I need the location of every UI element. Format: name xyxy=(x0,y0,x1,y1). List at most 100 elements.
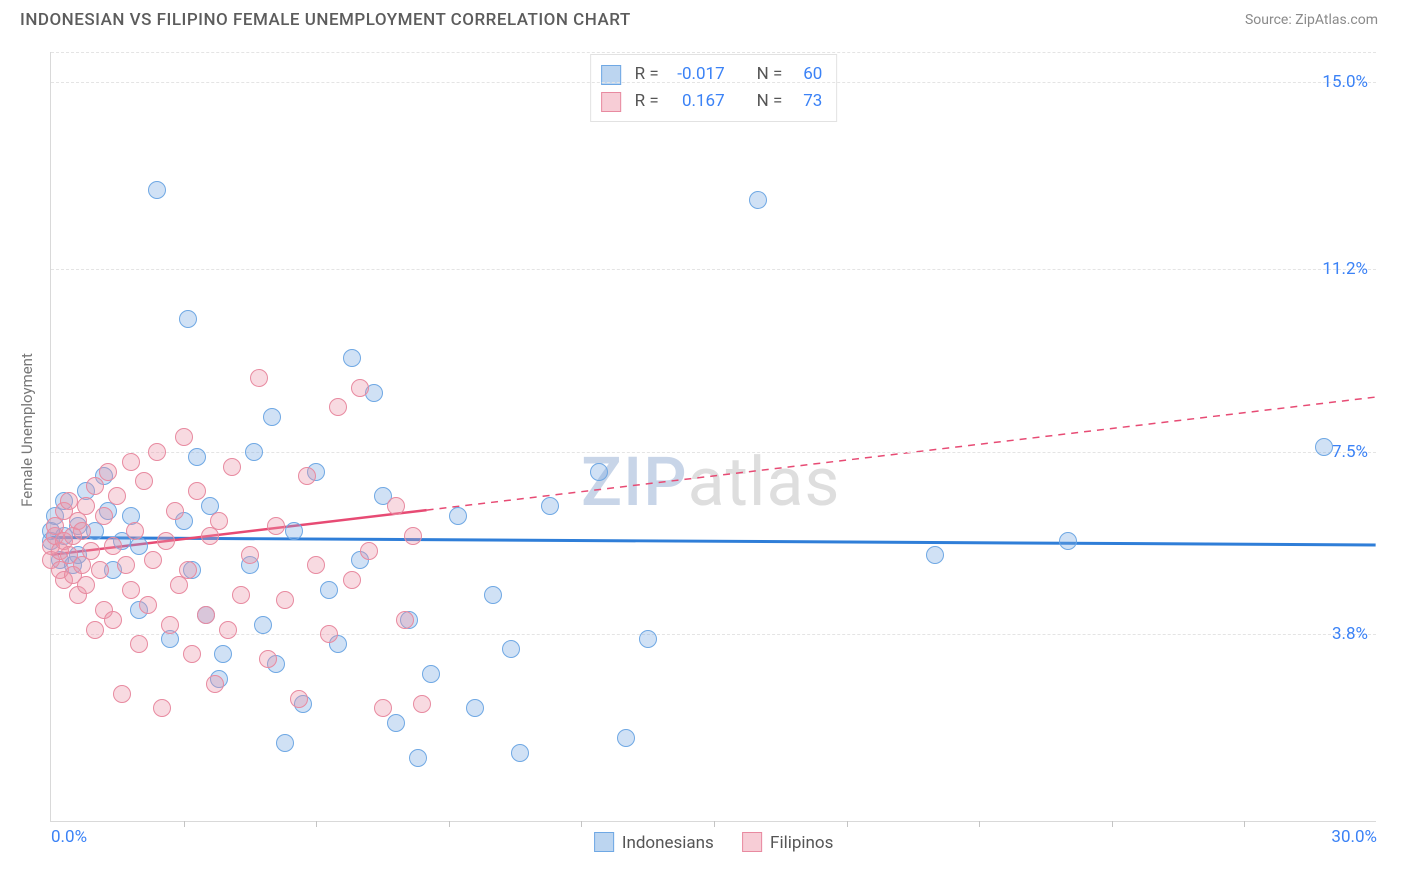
legend-item: Indonesians xyxy=(594,832,714,853)
scatter-point xyxy=(511,744,529,762)
y-tick-label: 7.5% xyxy=(1332,442,1368,462)
watermark-zip: ZIP xyxy=(581,442,688,522)
x-tick xyxy=(449,821,450,827)
scatter-point xyxy=(104,611,122,629)
scatter-point xyxy=(161,616,179,634)
gridline xyxy=(51,269,1376,270)
scatter-point xyxy=(77,497,95,515)
scatter-point xyxy=(122,453,140,471)
scatter-point xyxy=(343,571,361,589)
scatter-point xyxy=(320,581,338,599)
x-tick xyxy=(1244,821,1245,827)
scatter-point xyxy=(91,561,109,579)
scatter-point xyxy=(396,611,414,629)
x-tick xyxy=(714,821,715,827)
correlation-legend: R =-0.017N =60R =0.167N =73 xyxy=(590,54,838,122)
scatter-point xyxy=(290,690,308,708)
scatter-point xyxy=(117,556,135,574)
scatter-point xyxy=(449,507,467,525)
legend-row: R =0.167N =73 xyxy=(601,88,823,115)
gridline xyxy=(51,82,1376,83)
y-tick-label: 11.2% xyxy=(1322,259,1368,279)
scatter-point xyxy=(254,616,272,634)
scatter-point xyxy=(122,581,140,599)
scatter-point xyxy=(276,734,294,752)
chart-title: INDONESIAN VS FILIPINO FEMALE UNEMPLOYME… xyxy=(20,10,631,30)
source-attribution: Source: ZipAtlas.com xyxy=(1245,12,1378,28)
scatter-point xyxy=(351,379,369,397)
scatter-point xyxy=(422,665,440,683)
trend-line-dashed xyxy=(427,397,1376,510)
scatter-point xyxy=(126,522,144,540)
scatter-point xyxy=(409,749,427,767)
scatter-point xyxy=(232,586,250,604)
scatter-point xyxy=(206,675,224,693)
scatter-point xyxy=(219,621,237,639)
scatter-point xyxy=(179,561,197,579)
scatter-point xyxy=(188,482,206,500)
scatter-point xyxy=(404,527,422,545)
scatter-point xyxy=(502,640,520,658)
scatter-point xyxy=(179,310,197,328)
scatter-point xyxy=(1059,532,1077,550)
scatter-point xyxy=(307,556,325,574)
x-tick xyxy=(847,821,848,827)
watermark: ZIPatlas xyxy=(581,442,841,522)
scatter-point xyxy=(108,487,126,505)
scatter-point xyxy=(139,596,157,614)
scatter-point xyxy=(188,448,206,466)
scatter-point xyxy=(374,699,392,717)
x-tick xyxy=(184,821,185,827)
n-value: 60 xyxy=(792,61,822,88)
scatter-point xyxy=(86,477,104,495)
scatter-point xyxy=(86,621,104,639)
scatter-point xyxy=(210,512,228,530)
scatter-point xyxy=(144,551,162,569)
trend-lines xyxy=(51,52,1376,821)
x-tick xyxy=(1112,821,1113,827)
scatter-point xyxy=(60,492,78,510)
scatter-point xyxy=(263,408,281,426)
legend-swatch xyxy=(601,92,621,112)
scatter-point xyxy=(590,463,608,481)
scatter-point xyxy=(1315,438,1333,456)
scatter-point xyxy=(130,635,148,653)
x-tick xyxy=(979,821,980,827)
n-value: 73 xyxy=(792,88,822,115)
scatter-point xyxy=(175,428,193,446)
legend-swatch xyxy=(742,832,762,852)
x-tick-label: 30.0% xyxy=(1331,827,1377,847)
scatter-point xyxy=(329,398,347,416)
scatter-point xyxy=(926,546,944,564)
y-tick-label: 15.0% xyxy=(1322,72,1368,92)
scatter-point xyxy=(466,699,484,717)
legend-swatch xyxy=(594,832,614,852)
scatter-point xyxy=(749,191,767,209)
scatter-point xyxy=(197,606,215,624)
series-legend: Indonesians Filipinos xyxy=(594,832,834,853)
scatter-point xyxy=(223,458,241,476)
scatter-point xyxy=(183,645,201,663)
scatter-point xyxy=(148,443,166,461)
scatter-point xyxy=(484,586,502,604)
scatter-point xyxy=(285,522,303,540)
r-value: -0.017 xyxy=(669,61,725,88)
r-label: R = xyxy=(635,61,659,88)
scatter-point xyxy=(157,532,175,550)
scatter-point xyxy=(99,463,117,481)
n-label: N = xyxy=(757,88,783,115)
scatter-point xyxy=(387,497,405,515)
n-label: N = xyxy=(757,61,783,88)
scatter-chart: ZIPatlas R =-0.017N =60R =0.167N =73 Ind… xyxy=(50,52,1376,822)
legend-row: R = -0.017 N = 60 xyxy=(601,61,823,88)
scatter-point xyxy=(148,181,166,199)
scatter-point xyxy=(73,522,91,540)
scatter-point xyxy=(77,576,95,594)
scatter-point xyxy=(214,645,232,663)
scatter-point xyxy=(343,349,361,367)
scatter-point xyxy=(541,497,559,515)
scatter-point xyxy=(320,625,338,643)
y-axis-label: Female Unemployment xyxy=(18,353,36,507)
scatter-point xyxy=(259,650,277,668)
gridline xyxy=(51,52,1376,53)
